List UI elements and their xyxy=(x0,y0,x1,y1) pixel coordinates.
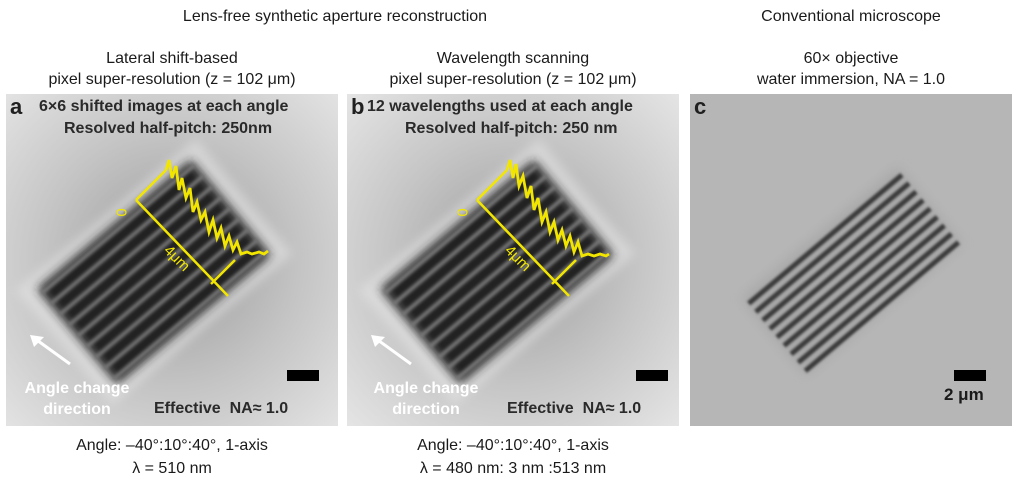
panel-a-overlay-line1: 6×6 shifted images at each angle xyxy=(39,98,289,115)
panel-b-overlay-line1: 12 wavelengths used at each angle xyxy=(367,98,633,115)
panel-b-arrow-text: Angle change direction xyxy=(361,378,491,420)
panel-b-caption-line1: Angle: –40°:10°:40°, 1-axis xyxy=(417,437,609,454)
panel-a-arrow-icon xyxy=(30,335,71,366)
panel-b-letter: b xyxy=(351,94,365,119)
panel-c-letter: c xyxy=(694,94,707,119)
panel-b-arrow-text-line2: direction xyxy=(392,401,460,418)
panel-b-image: b 12 wavelengths used at each angle Reso… xyxy=(347,94,679,426)
panel-a-title-line2: pixel super-resolution (z = 102 μm) xyxy=(48,71,296,88)
panel-c-title-line1: 60× objective xyxy=(803,50,899,67)
panel-b-axis-label-0: 0 xyxy=(454,208,472,217)
panel-b-arrow-text-line1: Angle change xyxy=(373,380,479,397)
panel-a-profile xyxy=(135,159,269,297)
panel-a-image: a 6×6 shifted images at each angle Resol… xyxy=(6,94,338,426)
panel-a-arrow-text-line1: Angle change xyxy=(24,380,130,397)
panel-b-caption-line2: λ = 480 nm: 3 nm :513 nm xyxy=(419,460,607,477)
panel-a-letter: a xyxy=(10,94,23,119)
panel-a-axis-label-0: 0 xyxy=(113,208,131,217)
panel-a-arrow-text: Angle change direction xyxy=(12,378,142,420)
panel-a-title-line1: Lateral shift-based xyxy=(106,50,238,67)
panel-b-arrow-icon xyxy=(371,335,412,366)
panel-a-caption: Angle: –40°:10°:40°, 1-axis λ = 510 nm xyxy=(6,434,338,480)
panel-b-title-line1: Wavelength scanning xyxy=(436,50,590,67)
panel-b-reconstruction xyxy=(347,94,679,426)
panel-a-scale-bar xyxy=(287,370,319,381)
panel-c-scale-bar xyxy=(954,370,986,381)
panel-a-arrow-text-line2: direction xyxy=(43,401,111,418)
panel-c-title: 60× objective water immersion, NA = 1.0 xyxy=(690,48,1012,90)
panel-b-title-line2: pixel super-resolution (z = 102 μm) xyxy=(389,71,637,88)
panel-c-title-line2: water immersion, NA = 1.0 xyxy=(756,71,946,88)
panel-b-na-text: Effective NA≈ 1.0 xyxy=(507,400,642,417)
panel-b-title: Wavelength scanning pixel super-resoluti… xyxy=(347,48,679,90)
panel-b-caption: Angle: –40°:10°:40°, 1-axis λ = 480 nm: … xyxy=(347,434,679,480)
header-lensfree: Lens-free synthetic aperture reconstruct… xyxy=(182,8,488,25)
panel-c-micrograph xyxy=(690,94,1012,426)
panel-a-na-text: Effective NA≈ 1.0 xyxy=(154,400,289,417)
panel-b-scale-bar xyxy=(636,370,668,381)
panel-b-profile xyxy=(476,159,610,297)
panel-a-overlay-line2: Resolved half-pitch: 250nm xyxy=(64,120,273,137)
panel-c-image: c 2 μm xyxy=(690,94,1012,426)
panel-a-caption-line1: Angle: –40°:10°:40°, 1-axis xyxy=(76,437,268,454)
panel-a-reconstruction xyxy=(6,94,338,426)
panel-a-title: Lateral shift-based pixel super-resoluti… xyxy=(6,48,338,90)
panel-a-caption-line2: λ = 510 nm xyxy=(132,460,212,477)
panel-b-overlay-line2: Resolved half-pitch: 250 nm xyxy=(405,120,618,137)
panel-c-scale-label: 2 μm xyxy=(944,385,984,404)
header-conventional: Conventional microscope xyxy=(761,8,941,25)
